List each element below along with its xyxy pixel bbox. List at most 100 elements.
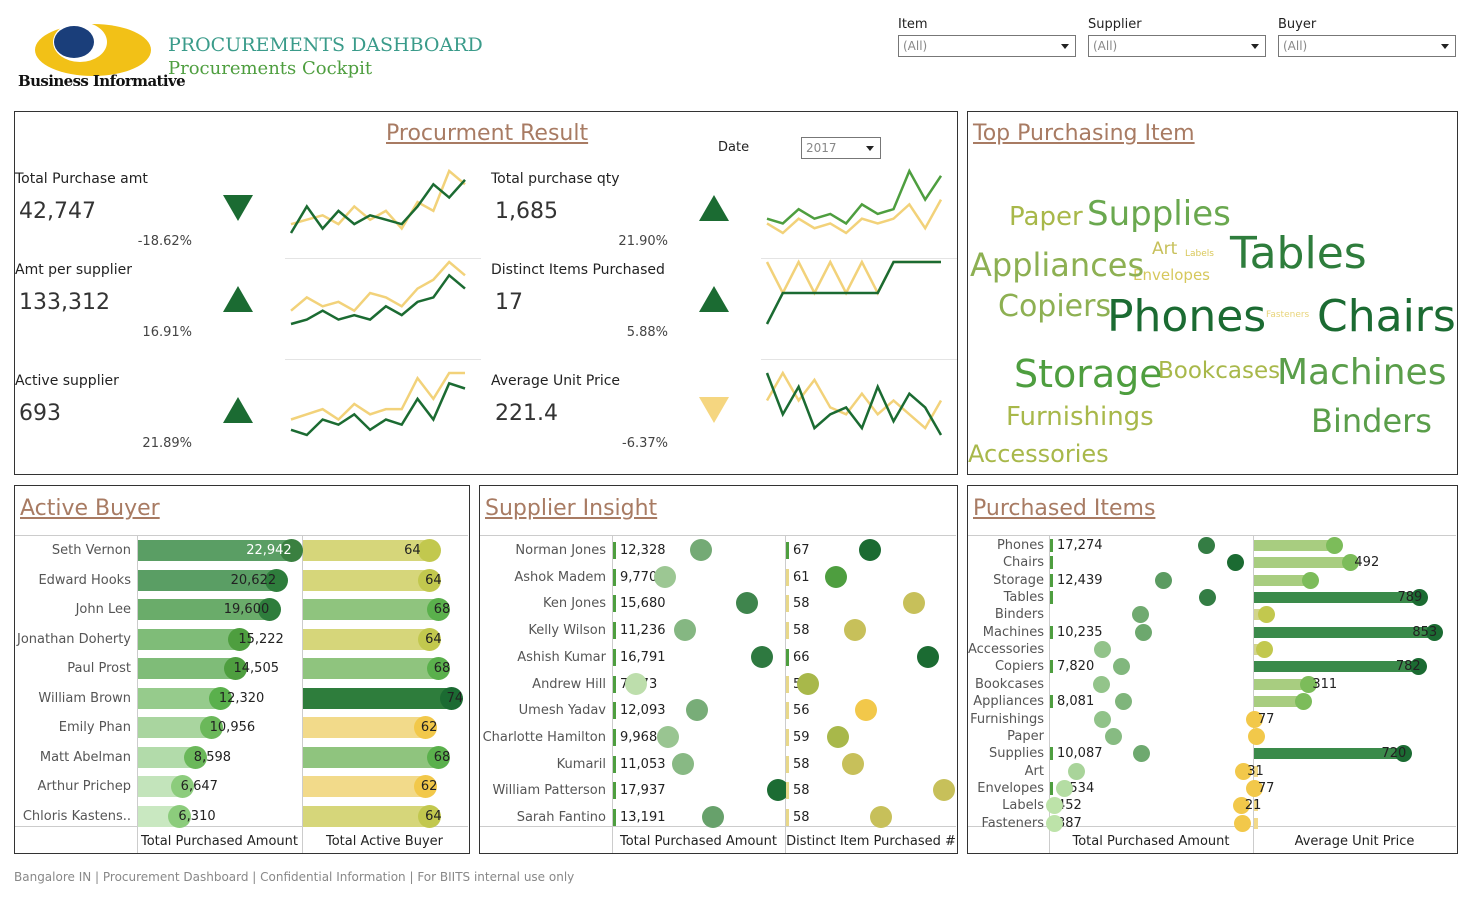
amount-bar <box>138 569 277 591</box>
table-row[interactable]: Kelly Wilson 11,236 58 <box>480 618 956 643</box>
word-tables[interactable]: Tables <box>1230 228 1367 279</box>
buyers-bar <box>303 569 431 591</box>
kpi-label: Amt per supplier <box>15 262 132 278</box>
items-dot <box>797 672 820 695</box>
kpi-card: Active supplier 693 21.89% <box>15 369 485 469</box>
table-row[interactable]: Edward Hooks 20,622 64 <box>15 568 468 594</box>
amount-dot <box>280 539 304 562</box>
table-row[interactable]: Accessories <box>968 641 1456 659</box>
table-row[interactable]: Umesh Yadav 12,093 56 <box>480 698 956 723</box>
table-row[interactable]: Chloris Kastens.. 6,310 64 <box>15 804 468 830</box>
word-accessories[interactable]: Accessories <box>968 440 1109 468</box>
table-row[interactable]: Machines 10,235 853 <box>968 623 1456 641</box>
price-bar <box>1254 557 1355 569</box>
price-value: 77 <box>1257 711 1275 727</box>
items-dot <box>844 619 867 642</box>
filter-item-select[interactable]: (All) <box>898 35 1076 57</box>
amount-bar <box>138 628 241 650</box>
word-art[interactable]: Art <box>1152 239 1178 259</box>
word-binders[interactable]: Binders <box>1311 402 1432 440</box>
word-machines[interactable]: Machines <box>1277 352 1447 393</box>
table-row[interactable]: Binders <box>968 606 1456 624</box>
table-row[interactable]: Envelopes 1,534 77 <box>968 779 1456 797</box>
table-row[interactable]: Supplies 10,087 720 <box>968 745 1456 763</box>
price-dot <box>1325 537 1343 554</box>
amount-tick <box>1050 573 1053 587</box>
table-row[interactable]: Norman Jones 12,328 67 <box>480 538 956 563</box>
buyers-value: 62 <box>420 779 438 794</box>
amount-value: 8,598 <box>193 749 232 765</box>
word-appliances[interactable]: Appliances <box>970 246 1145 284</box>
word-labels[interactable]: Labels <box>1185 249 1214 259</box>
filter-buyer-select[interactable]: (All) <box>1278 35 1456 57</box>
supplier-name: Ashok Madem <box>514 569 606 585</box>
price-dot <box>1235 762 1253 780</box>
word-furnishings[interactable]: Furnishings <box>1006 402 1154 432</box>
word-chairs[interactable]: Chairs <box>1317 291 1456 342</box>
amount-dot <box>671 752 694 775</box>
amount-tick <box>1050 747 1053 761</box>
table-row[interactable]: Tables 789 <box>968 589 1456 607</box>
date-select[interactable]: 2017 <box>801 137 881 159</box>
table-row[interactable]: Paper <box>968 727 1456 745</box>
table-row[interactable]: Jonathan Doherty 15,222 64 <box>15 627 468 653</box>
items-value: 58 <box>793 623 810 639</box>
word-copiers[interactable]: Copiers <box>998 289 1112 324</box>
table-row[interactable]: Andrew Hill7,67359 <box>480 672 956 697</box>
word-envelopes[interactable]: Envelopes <box>1133 266 1210 284</box>
date-value: 2017 <box>806 141 837 155</box>
table-row[interactable]: Ashish Kumar 16,791 66 <box>480 645 956 670</box>
table-row[interactable]: Phones 17,274 <box>968 537 1456 554</box>
table-row[interactable]: Appliances 8,081 <box>968 693 1456 711</box>
amount-value: 17,937 <box>620 783 666 799</box>
table-row[interactable]: Sarah Fantino 13,191 58 <box>480 805 956 830</box>
amount-tick <box>613 755 616 773</box>
price-value: 853 <box>1412 624 1438 640</box>
table-row[interactable]: William Patterson 17,937 58 <box>480 778 956 803</box>
table-row[interactable]: Ashok Madem 9,770 61 <box>480 565 956 590</box>
sparkline-current <box>765 260 941 325</box>
table-row[interactable]: Kumaril 11,053 58 <box>480 752 956 777</box>
table-row[interactable]: Matt Abelman 8,598 68 <box>15 745 468 771</box>
buyers-dot <box>426 598 450 621</box>
table-row[interactable]: William Brown 12,320 74 <box>15 686 468 712</box>
word-fasteners[interactable]: Fasteners <box>1266 310 1310 320</box>
table-row[interactable]: Ken Jones 15,680 58 <box>480 591 956 616</box>
logo: Business Informative <box>18 12 186 100</box>
price-dot <box>1409 658 1427 676</box>
amount-value: 12,439 <box>1057 572 1103 588</box>
triangle-up-icon <box>699 195 729 221</box>
table-row[interactable]: Copiers 7,820 782 <box>968 658 1456 676</box>
buyer-name: John Lee <box>75 602 131 617</box>
table-row[interactable]: Storage 12,439 <box>968 571 1456 589</box>
page-subtitle: Procurements Cockpit <box>168 58 373 79</box>
table-row[interactable]: Emily Phan 10,956 62 <box>15 715 468 741</box>
filter-buyer-value: (All) <box>1283 39 1308 53</box>
word-phones[interactable]: Phones <box>1107 291 1267 342</box>
table-row[interactable]: Paul Prost 14,505 68 <box>15 656 468 682</box>
filter-supplier-select[interactable]: (All) <box>1088 35 1266 57</box>
table-row[interactable]: Bookcases 311 <box>968 675 1456 693</box>
table-row[interactable]: Charlotte Hamilton 9,968 59 <box>480 725 956 750</box>
table-row[interactable]: Fasteners 387 <box>968 814 1456 832</box>
table-row[interactable]: Furnishings 77 <box>968 710 1456 728</box>
items-value: 67 <box>793 543 810 558</box>
word-storage[interactable]: Storage <box>1014 352 1163 396</box>
word-bookcases[interactable]: Bookcases <box>1158 358 1281 384</box>
buyers-value: 64 <box>425 631 442 647</box>
table-row[interactable]: Art 31 <box>968 762 1456 780</box>
table-row[interactable]: John Lee 19,600 68 <box>15 597 468 623</box>
item-name: Art <box>1024 763 1044 779</box>
table-row[interactable]: Labels 452 21 <box>968 797 1456 815</box>
table-row[interactable]: Chairs 492 <box>968 554 1456 572</box>
table-row[interactable]: Arthur Prichep 6,647 62 <box>15 774 468 800</box>
buyers-value: 68 <box>433 749 451 765</box>
word-supplies[interactable]: Supplies <box>1087 194 1231 234</box>
supplier-name: Umesh Yadav <box>518 703 606 719</box>
price-bar <box>1254 800 1258 812</box>
table-row[interactable]: Seth Vernon 22,942 64 <box>15 538 468 564</box>
word-paper[interactable]: Paper <box>1009 202 1083 232</box>
date-label: Date <box>718 140 750 155</box>
items-value: 58 <box>793 756 810 772</box>
amount-tick <box>1050 591 1053 605</box>
